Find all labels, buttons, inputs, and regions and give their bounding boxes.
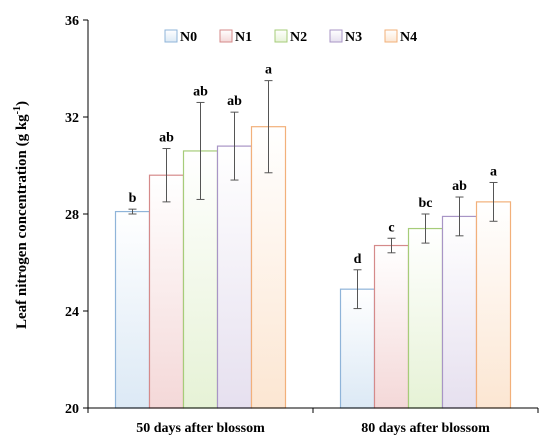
bar-n0-cat1 <box>114 210 151 409</box>
y-axis-label-main: Leaf nitrogen concentration (g kg <box>14 114 30 329</box>
legend-item-n1: N1 <box>219 29 252 45</box>
legend-item-n3: N3 <box>329 29 362 45</box>
error-bar-n3-cat2 <box>455 196 464 237</box>
legend-swatch-n2 <box>274 29 288 43</box>
bar-n4-cat1 <box>250 126 287 409</box>
error-bar-n1-cat2 <box>387 237 396 254</box>
legend-label-n0: N0 <box>180 30 197 45</box>
bar-n1-cat1 <box>148 174 185 409</box>
bar-n1-cat2 <box>373 244 410 409</box>
y-tick-label-36: 36 <box>65 14 79 29</box>
significance-letters: b ab ab ab a d c bc ab a <box>129 63 497 267</box>
sig-letter-n0-cat1: b <box>129 191 137 206</box>
error-bar-n4-cat1 <box>264 80 273 174</box>
bars <box>114 126 512 409</box>
legend-item-n0: N0 <box>164 29 197 45</box>
sig-letter-n0-cat2: d <box>354 252 362 267</box>
legend-label-n1: N1 <box>235 30 252 45</box>
y-ticks: 20 24 28 32 36 <box>65 14 88 417</box>
sig-letter-n2-cat2: bc <box>419 196 433 211</box>
sig-letter-n4-cat2: a <box>490 164 497 179</box>
bar-n2-cat2 <box>407 227 444 409</box>
sig-letter-n1-cat1: ab <box>159 131 174 146</box>
legend-label-n4: N4 <box>400 30 417 45</box>
error-bars <box>128 80 498 310</box>
y-tick-label-24: 24 <box>65 305 79 320</box>
legend-swatch-n4 <box>384 29 398 43</box>
sig-letter-n1-cat2: c <box>388 220 394 235</box>
error-bar-n2-cat1 <box>196 101 205 200</box>
y-axis-label-close: ) <box>14 101 30 106</box>
error-bar-n2-cat2 <box>421 213 430 244</box>
y-tick-label-20: 20 <box>65 402 79 417</box>
bar-n3-cat1 <box>216 145 253 409</box>
x-category-labels: 50 days after blossom 80 days after bloss… <box>136 421 490 436</box>
y-axis-label: Leaf nitrogen concentration (g kg-1) <box>12 101 30 329</box>
x-category-label-1: 50 days after blossom <box>136 421 265 436</box>
y-axis-label-superscript: -1 <box>12 106 23 114</box>
error-bar-n3-cat1 <box>230 111 239 181</box>
sig-letter-n3-cat2: ab <box>452 179 467 194</box>
bar-n4-cat2 <box>475 201 512 409</box>
legend-item-n2: N2 <box>274 29 307 45</box>
bar-n3-cat2 <box>441 215 478 409</box>
svg-text:Leaf nitrogen concentration (g: Leaf nitrogen concentration (g kg-1) <box>12 101 30 329</box>
sig-letter-n2-cat1: ab <box>193 84 208 99</box>
error-bar-n0-cat2 <box>353 269 362 310</box>
legend-label-n2: N2 <box>290 30 307 45</box>
legend-swatch-n0 <box>164 29 178 43</box>
x-category-label-2: 80 days after blossom <box>361 421 490 436</box>
error-bar-n1-cat1 <box>162 148 171 203</box>
error-bar-n4-cat2 <box>489 181 498 222</box>
y-tick-label-32: 32 <box>65 111 79 126</box>
legend-swatch-n3 <box>329 29 343 43</box>
sig-letter-n3-cat1: ab <box>227 94 242 109</box>
legend-label-n3: N3 <box>345 30 362 45</box>
sig-letter-n4-cat1: a <box>265 63 272 78</box>
error-bar-n0-cat1 <box>128 208 137 215</box>
legend-item-n4: N4 <box>384 29 417 45</box>
legend: N0 N1 N2 N3 N4 <box>164 29 417 45</box>
legend-swatch-n1 <box>219 29 233 43</box>
y-tick-label-28: 28 <box>65 208 79 223</box>
